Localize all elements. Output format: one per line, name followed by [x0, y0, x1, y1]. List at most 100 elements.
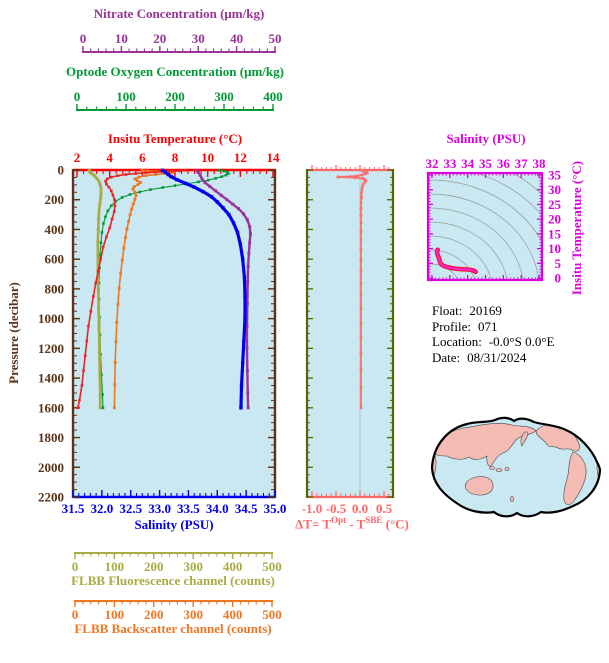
- svg-text:200: 200: [144, 559, 164, 574]
- svg-text:600: 600: [45, 252, 65, 267]
- float-info-line: Date: 08/31/2024: [432, 349, 527, 365]
- svg-text:5: 5: [555, 256, 562, 271]
- salinity-axis-title: Salinity (PSU): [134, 517, 214, 532]
- svg-text:30: 30: [548, 182, 561, 197]
- svg-text:400: 400: [223, 559, 243, 574]
- svg-text:1600: 1600: [38, 400, 64, 415]
- svg-text:8: 8: [172, 150, 179, 165]
- main-plot-area: [71, 168, 277, 499]
- svg-text:32.0: 32.0: [90, 501, 113, 516]
- world-map: [430, 416, 602, 518]
- svg-text:400: 400: [45, 222, 65, 237]
- salinity-axis: 31.5 32.0 32.5 33.0 33.5 34.0 34.5 35.0: [62, 490, 287, 516]
- svg-text:37: 37: [515, 156, 529, 171]
- svg-text:200: 200: [144, 607, 164, 622]
- svg-text:500: 500: [262, 607, 282, 622]
- svg-text:0.5: 0.5: [376, 501, 393, 516]
- svg-text:1000: 1000: [38, 311, 64, 326]
- svg-text:100: 100: [105, 607, 125, 622]
- fluorescence-profile-curve: [87, 168, 103, 410]
- svg-text:-0.5: -0.5: [326, 501, 347, 516]
- svg-text:0: 0: [555, 271, 562, 286]
- oxygen-axis-title: Optode Oxygen Concentration (μm/kg): [66, 64, 284, 79]
- salinity-profile-curve: [160, 168, 247, 410]
- svg-text:500: 500: [262, 559, 282, 574]
- svg-text:12: 12: [234, 150, 247, 165]
- svg-text:2: 2: [74, 150, 81, 165]
- fluorescence-axis-title: FLBB Fluorescence channel (counts): [71, 573, 275, 588]
- svg-text:1200: 1200: [38, 341, 64, 356]
- svg-text:35.0: 35.0: [264, 501, 287, 516]
- fluorescence-axis: 0 100 200 300 400 500: [72, 552, 282, 574]
- svg-text:32: 32: [426, 156, 439, 171]
- float-info-line: Location: -0.0°S 0.0°E: [432, 334, 555, 349]
- svg-text:400: 400: [223, 607, 243, 622]
- float-info-block: Float: 20169 Profile: 071 Location: -0.0°S …: [432, 303, 554, 365]
- svg-text:4: 4: [106, 150, 113, 165]
- svg-text:0: 0: [72, 607, 79, 622]
- svg-text:200: 200: [165, 89, 185, 104]
- backscatter-axis-title: FLBB Backscatter channel (counts): [74, 621, 272, 636]
- temperature-axis: 2 4 6 8 10 12 14: [74, 150, 280, 177]
- svg-text:6: 6: [139, 150, 146, 165]
- float-info-line: Float: 20169: [432, 303, 502, 318]
- svg-text:300: 300: [214, 89, 234, 104]
- svg-text:0: 0: [58, 163, 65, 178]
- svg-text:100: 100: [105, 559, 125, 574]
- svg-text:10: 10: [548, 241, 561, 256]
- svg-text:100: 100: [116, 89, 136, 104]
- svg-text:20: 20: [548, 212, 561, 227]
- svg-text:36: 36: [497, 156, 511, 171]
- svg-text:200: 200: [45, 192, 65, 207]
- svg-text:35: 35: [548, 167, 562, 182]
- pressure-axis-title: Pressure (decibar): [6, 282, 21, 384]
- nitrate-axis-title: Nitrate Concentration (μm/kg): [93, 6, 265, 21]
- svg-text:800: 800: [45, 281, 65, 296]
- nitrate-profile-curve: [194, 168, 252, 410]
- delta-t-axis-title: ΔT= TOpt - TSBE (°C): [295, 515, 409, 532]
- svg-text:20: 20: [153, 31, 166, 46]
- svg-text:15: 15: [548, 226, 562, 241]
- temperature-profile-curve: [76, 168, 187, 410]
- ts-temperature-axis-title: Insitu Temperature (°C): [569, 160, 584, 296]
- svg-text:33.0: 33.0: [148, 501, 171, 516]
- svg-text:50: 50: [269, 31, 282, 46]
- ts-salinity-axis-title: Salinity (PSU): [446, 131, 526, 146]
- delta-t-panel: -1.0 -0.5 0.0 0.5: [302, 165, 395, 516]
- svg-text:30: 30: [192, 31, 205, 46]
- svg-text:10: 10: [115, 31, 128, 46]
- svg-text:400: 400: [263, 89, 283, 104]
- svg-text:2200: 2200: [38, 490, 64, 505]
- nitrate-axis: 0 10 20 30 40 50: [80, 31, 282, 53]
- delta-t-curve: [336, 168, 369, 410]
- float-info-line: Profile: 071: [432, 318, 498, 334]
- svg-text:40: 40: [230, 31, 243, 46]
- svg-text:31.5: 31.5: [62, 501, 85, 516]
- svg-text:38: 38: [532, 156, 546, 171]
- svg-text:35: 35: [479, 156, 493, 171]
- svg-text:-1.0: -1.0: [302, 501, 323, 516]
- svg-text:1400: 1400: [38, 371, 64, 386]
- ts-profile-curve: [434, 247, 478, 275]
- svg-text:300: 300: [183, 559, 203, 574]
- svg-text:14: 14: [267, 150, 281, 165]
- svg-text:33.5: 33.5: [177, 501, 200, 516]
- svg-text:0: 0: [72, 559, 79, 574]
- backscatter-axis: 0 100 200 300 400 500: [72, 600, 282, 622]
- svg-text:10: 10: [201, 150, 214, 165]
- temperature-axis-title: Insitu Temperature (°C): [107, 131, 243, 146]
- svg-text:34: 34: [461, 156, 475, 171]
- svg-text:34.0: 34.0: [206, 501, 229, 516]
- svg-text:0: 0: [74, 89, 81, 104]
- pressure-axis: 0 200 400 600 800 1000 1200 1400 1600 1800 2000 220…: [38, 163, 275, 505]
- svg-text:2000: 2000: [38, 460, 64, 475]
- oxygen-axis: 0 100 200 300 400: [74, 89, 283, 111]
- svg-text:32.5: 32.5: [119, 501, 142, 516]
- svg-text:0: 0: [80, 31, 87, 46]
- svg-text:1800: 1800: [38, 430, 64, 445]
- svg-text:0.0: 0.0: [352, 501, 368, 516]
- svg-text:300: 300: [183, 607, 203, 622]
